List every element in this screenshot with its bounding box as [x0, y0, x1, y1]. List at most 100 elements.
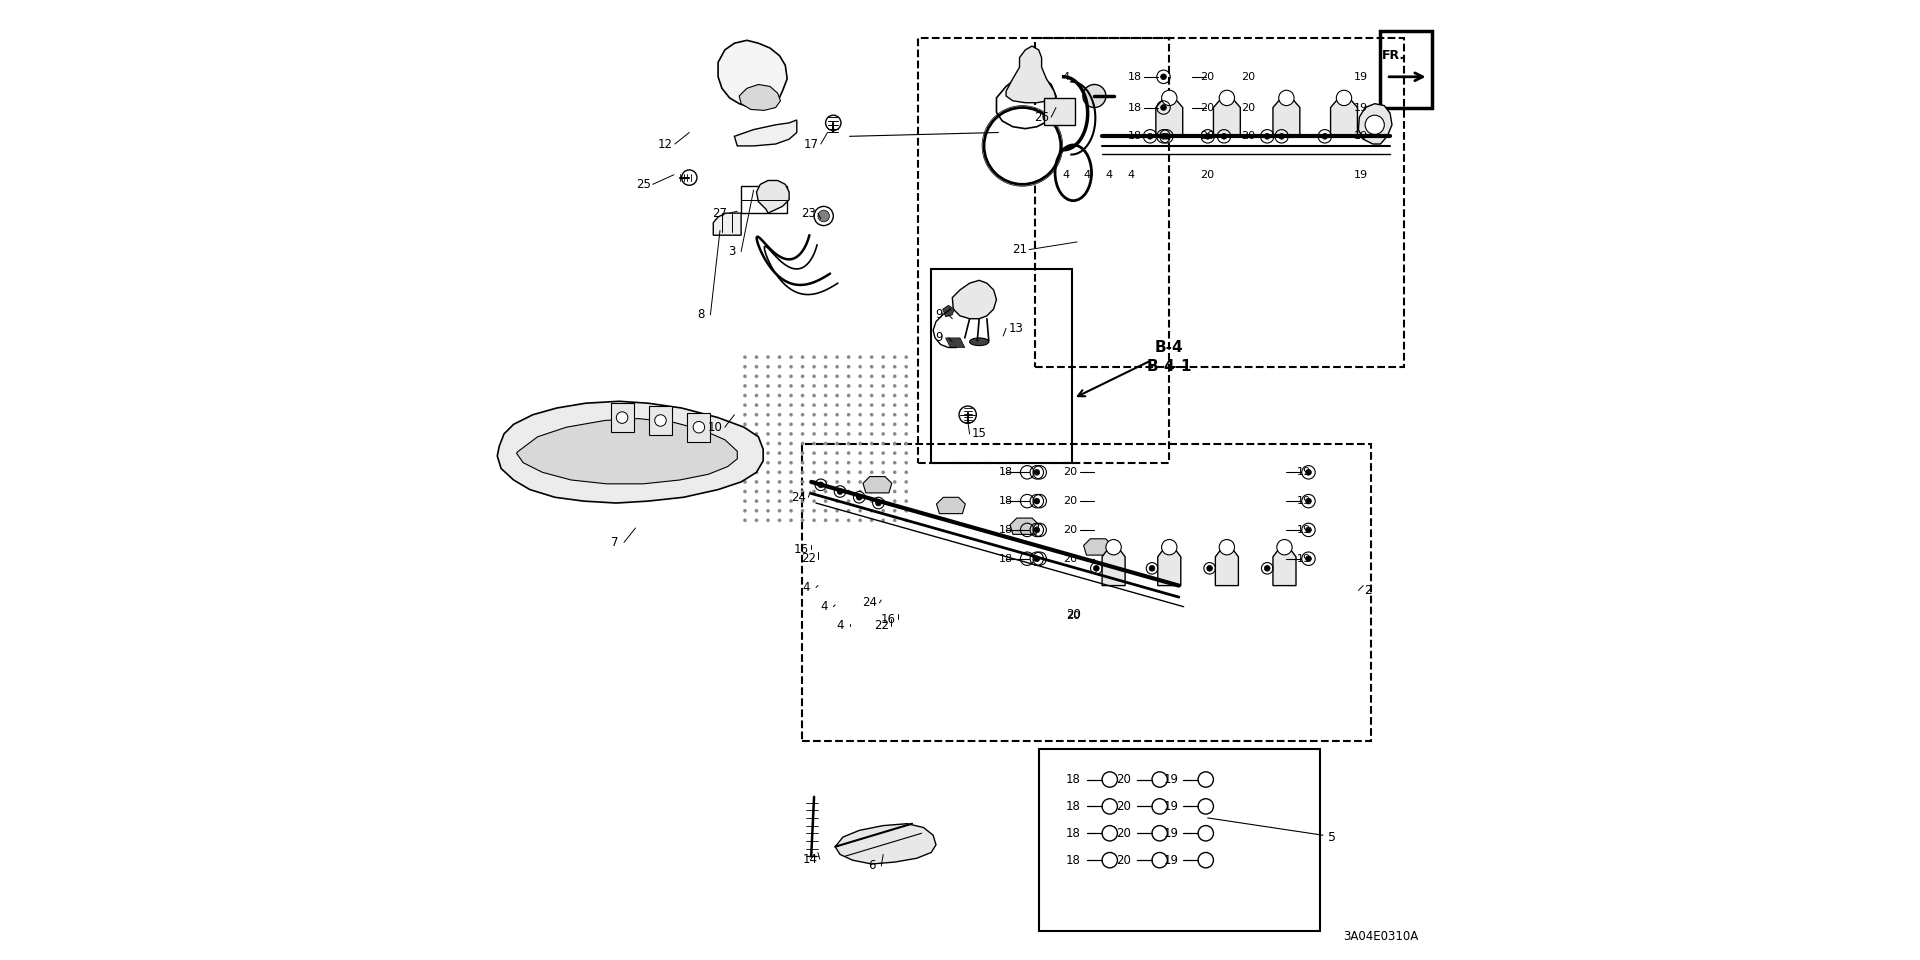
Circle shape — [1033, 527, 1041, 533]
Text: 20: 20 — [1064, 496, 1077, 506]
Circle shape — [881, 480, 885, 484]
Circle shape — [812, 442, 816, 445]
Circle shape — [824, 374, 828, 378]
Text: 18: 18 — [1066, 800, 1081, 813]
Circle shape — [789, 403, 793, 407]
Circle shape — [893, 490, 897, 493]
Bar — [1039, 749, 1319, 931]
Polygon shape — [733, 120, 797, 146]
Text: 20: 20 — [1200, 72, 1215, 82]
Circle shape — [837, 489, 843, 494]
Circle shape — [1306, 556, 1311, 562]
Bar — [1035, 38, 1404, 367]
Text: 26: 26 — [1035, 110, 1048, 124]
Circle shape — [870, 461, 874, 465]
Circle shape — [870, 442, 874, 445]
Text: 4: 4 — [837, 619, 843, 633]
Circle shape — [881, 365, 885, 369]
Text: 4: 4 — [1062, 170, 1069, 180]
Circle shape — [789, 451, 793, 455]
Text: 20: 20 — [1066, 608, 1081, 621]
Circle shape — [960, 406, 977, 423]
Circle shape — [778, 384, 781, 388]
Circle shape — [824, 480, 828, 484]
Bar — [931, 269, 1073, 463]
Circle shape — [789, 374, 793, 378]
Bar — [649, 406, 672, 435]
Circle shape — [1219, 540, 1235, 555]
Circle shape — [1206, 133, 1212, 139]
Circle shape — [755, 442, 758, 445]
Text: 18: 18 — [1127, 72, 1142, 82]
Circle shape — [893, 365, 897, 369]
Circle shape — [655, 415, 666, 426]
Circle shape — [881, 451, 885, 455]
Circle shape — [847, 432, 851, 436]
Circle shape — [743, 365, 747, 369]
Circle shape — [801, 384, 804, 388]
Circle shape — [755, 470, 758, 474]
Circle shape — [755, 413, 758, 417]
Text: 4: 4 — [820, 600, 828, 613]
Circle shape — [824, 422, 828, 426]
Circle shape — [858, 499, 862, 503]
Text: 18: 18 — [1066, 773, 1081, 786]
Text: 25: 25 — [636, 178, 651, 191]
Circle shape — [778, 509, 781, 513]
Circle shape — [904, 365, 908, 369]
Circle shape — [858, 480, 862, 484]
Circle shape — [1365, 115, 1384, 134]
Text: 19: 19 — [1296, 525, 1311, 535]
Circle shape — [858, 451, 862, 455]
Polygon shape — [739, 84, 780, 110]
Circle shape — [778, 365, 781, 369]
Circle shape — [789, 384, 793, 388]
Circle shape — [778, 490, 781, 493]
Circle shape — [789, 480, 793, 484]
Circle shape — [814, 206, 833, 226]
Circle shape — [743, 384, 747, 388]
Circle shape — [1146, 133, 1152, 139]
Circle shape — [812, 403, 816, 407]
Text: 20: 20 — [1064, 468, 1077, 477]
Circle shape — [893, 518, 897, 522]
Text: 14: 14 — [803, 852, 818, 866]
Circle shape — [893, 499, 897, 503]
Text: 20: 20 — [1200, 132, 1215, 141]
Circle shape — [847, 442, 851, 445]
Text: 16: 16 — [795, 542, 808, 556]
Polygon shape — [943, 305, 954, 317]
Circle shape — [904, 461, 908, 465]
Circle shape — [766, 461, 770, 465]
Circle shape — [824, 394, 828, 397]
Text: 19: 19 — [1296, 554, 1311, 564]
Text: 5: 5 — [1329, 830, 1336, 844]
Circle shape — [904, 394, 908, 397]
Circle shape — [904, 374, 908, 378]
Text: 19: 19 — [1354, 132, 1369, 141]
Circle shape — [876, 500, 881, 506]
Circle shape — [1033, 469, 1041, 475]
Circle shape — [1094, 565, 1100, 571]
Circle shape — [893, 442, 897, 445]
Circle shape — [778, 480, 781, 484]
Circle shape — [789, 518, 793, 522]
Circle shape — [1160, 133, 1167, 139]
Circle shape — [904, 509, 908, 513]
Text: 4: 4 — [1106, 170, 1112, 180]
Circle shape — [824, 384, 828, 388]
Circle shape — [1306, 498, 1311, 504]
Bar — [918, 38, 1169, 463]
Circle shape — [847, 480, 851, 484]
Circle shape — [893, 374, 897, 378]
Circle shape — [847, 394, 851, 397]
Circle shape — [904, 403, 908, 407]
Circle shape — [682, 170, 697, 185]
Circle shape — [766, 403, 770, 407]
Circle shape — [881, 518, 885, 522]
Circle shape — [870, 422, 874, 426]
Text: 23: 23 — [801, 206, 816, 220]
Circle shape — [801, 355, 804, 359]
Bar — [803, 444, 1371, 741]
Text: 12: 12 — [659, 137, 672, 151]
